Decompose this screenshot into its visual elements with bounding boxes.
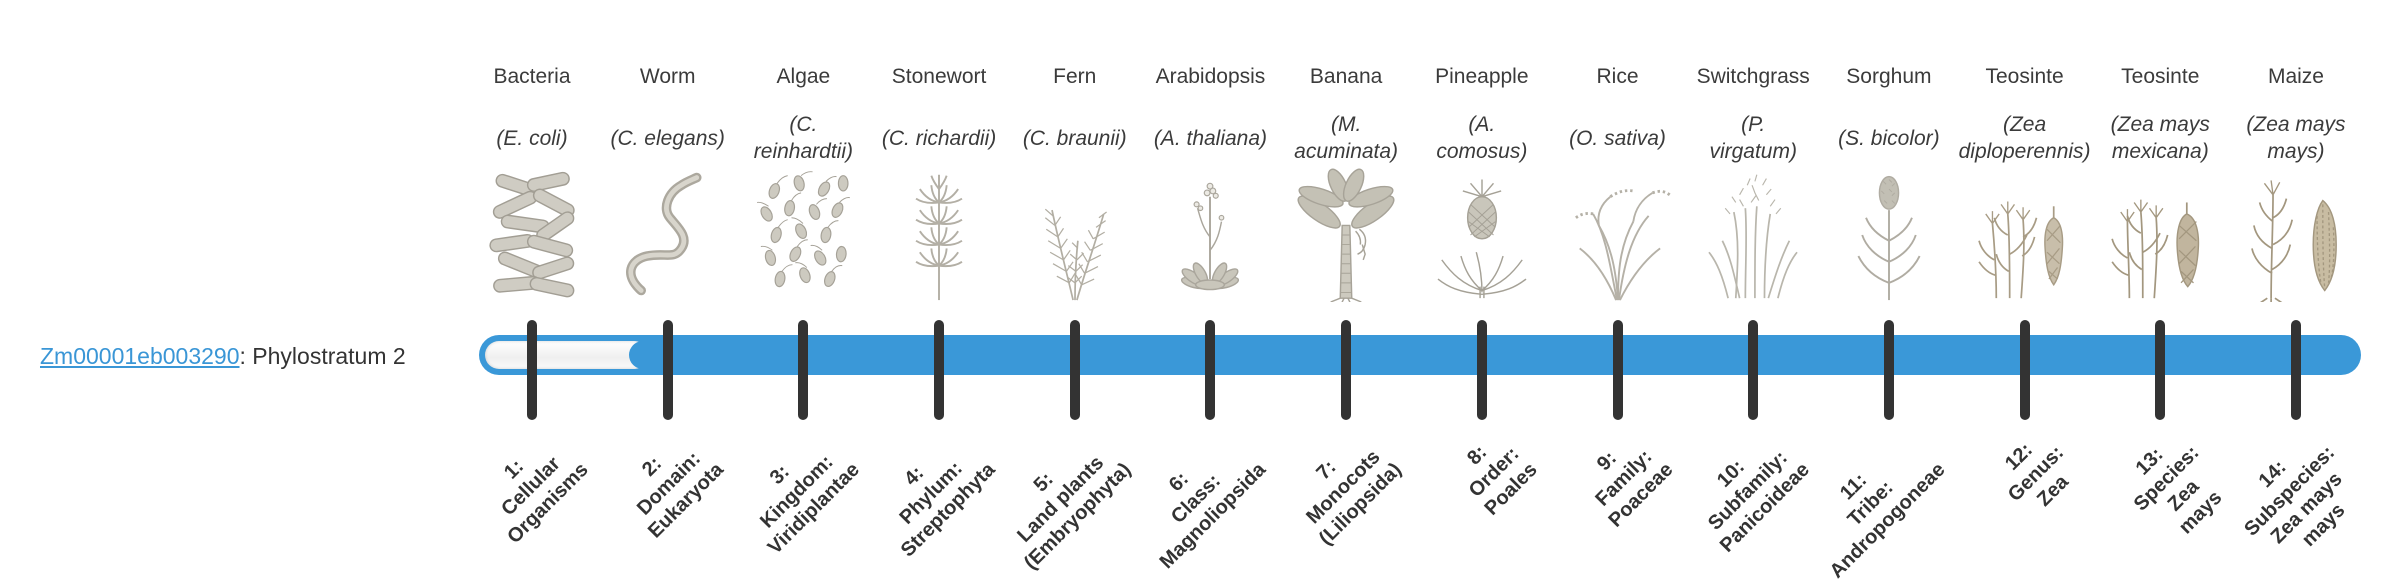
organism-species: (Zea mays mexicana) — [2110, 113, 2210, 163]
tick-mark — [1883, 320, 1894, 420]
organism-species: (S. bicolor) — [1838, 126, 1940, 150]
tick-mark — [662, 320, 673, 420]
stratum-tick-label: 2: Domain: Eukaryota — [632, 447, 728, 543]
stratum-tick-label: 6: Class: Magnoliopsida — [1156, 458, 1271, 574]
stratum-tick-label: 12: Genus: Zea — [2000, 438, 2073, 511]
tick-mark — [2019, 320, 2030, 420]
tick-mark — [2155, 320, 2166, 420]
organism-column: Bacteria (E. coli) — [447, 64, 617, 170]
bacteria-icon — [467, 168, 597, 302]
tick-mark — [1069, 320, 1080, 420]
organism-species: (A. thaliana) — [1153, 126, 1268, 150]
organism-species: (A. comosus) — [1436, 113, 1528, 163]
fern-icon — [1010, 168, 1140, 302]
stratum-tick-label: 7: Monocots (Liliopsida) — [1302, 446, 1407, 550]
tick-mark — [527, 320, 537, 420]
tick-mark — [1205, 320, 1216, 420]
stratum-tick-label: 4: Phylum: Streptophyta — [895, 457, 1000, 562]
gene-phylostratum-text: : Phylostratum 2 — [239, 343, 406, 369]
stratum-tick-label: 13: Species: Zea mays — [2129, 441, 2227, 539]
tick-mark — [1476, 320, 1487, 420]
algae-icon — [738, 168, 868, 302]
organism-name: Fern — [1053, 65, 1097, 88]
organism-column: Worm (C. elegans) — [583, 64, 753, 170]
organism-column: Rice (O. sativa) — [1533, 64, 1703, 170]
organism-species: (C. reinhardtii) — [753, 113, 853, 163]
organism-name: Algae — [776, 65, 831, 88]
organism-species: (C. elegans) — [610, 126, 725, 150]
stratum-tick-label: 14: Subspecies: Zea mays mays — [2240, 441, 2350, 551]
organism-name: Arabidopsis — [1155, 65, 1266, 88]
tick-mark — [1612, 320, 1623, 420]
organism-name: Banana — [1309, 65, 1383, 88]
tick-mark — [2290, 320, 2301, 420]
organism-species: (C. braunii) — [1022, 126, 1127, 150]
organism-name: Worm — [639, 65, 696, 88]
organism-name: Sorghum — [1846, 65, 1932, 88]
tick-mark — [1341, 320, 1352, 420]
organism-name: Maize — [2267, 65, 2324, 88]
organism-column: Teosinte (Zea mays mexicana) — [2075, 64, 2245, 170]
organism-species: (E. coli) — [496, 126, 568, 150]
worm-icon — [603, 168, 733, 302]
organism-name: Pineapple — [1435, 65, 1529, 88]
organism-species: (C. richardii) — [881, 126, 997, 150]
organism-column: Maize (Zea mays mays) — [2211, 64, 2381, 170]
pineapple-icon — [1417, 168, 1547, 302]
organism-column: Teosinte (Zea diploperennis) — [1940, 64, 2110, 170]
organism-name: Bacteria — [493, 65, 571, 88]
sorghum-icon — [1824, 168, 1954, 302]
organism-column: Arabidopsis (A. thaliana) — [1125, 64, 1295, 170]
maize-icon — [2231, 168, 2361, 302]
bar-unfilled-segment — [485, 341, 648, 369]
organism-species: (O. sativa) — [1569, 126, 1666, 150]
organism-column: Sorghum (S. bicolor) — [1804, 64, 1974, 170]
stonewort-icon — [874, 168, 1004, 302]
switchgrass-icon — [1688, 168, 1818, 302]
organism-name: Switchgrass — [1696, 65, 1810, 88]
organism-name: Stonewort — [891, 65, 987, 88]
gene-row: Zm00001eb003290: Phylostratum 2 — [40, 341, 406, 371]
arabidopsis-icon — [1145, 168, 1275, 302]
tick-mark — [798, 320, 809, 420]
organism-column: Algae (C. reinhardtii) — [718, 64, 888, 170]
stratum-tick-label: 9: Family: Poaceae — [1591, 445, 1678, 532]
organism-species: (Zea mays mays) — [2246, 113, 2346, 163]
organism-column: Stonewort (C. richardii) — [854, 64, 1024, 170]
teosinte-mexicana-icon — [2095, 168, 2225, 302]
organism-column: Switchgrass (P. virgatum) — [1668, 64, 1838, 170]
tick-mark — [1748, 320, 1759, 420]
organism-name: Rice — [1596, 65, 1639, 88]
rice-icon — [1553, 168, 1683, 302]
organism-species: (P. virgatum) — [1709, 113, 1797, 163]
organism-column: Banana (M. acuminata) — [1261, 64, 1431, 170]
phylostrata-timeline-bar — [479, 335, 2361, 375]
banana-icon — [1281, 168, 1411, 302]
gene-id-link[interactable]: Zm00001eb003290 — [40, 343, 240, 369]
organism-species: (M. acuminata) — [1294, 113, 1399, 163]
teosinte-icon — [1960, 168, 2090, 302]
stratum-tick-label: 11: Tribe: Andropogoneae — [1825, 458, 1950, 580]
organism-name: Teosinte — [1985, 65, 2064, 88]
organism-name: Teosinte — [2121, 65, 2200, 88]
organism-column: Pineapple (A. comosus) — [1397, 64, 1567, 170]
stratum-tick-label: 5: Land plants (Embryophyta) — [1012, 451, 1135, 574]
stratum-tick-label: 3: Kingdom: Viridiplantae — [755, 451, 864, 559]
bar-fill-start-cap — [629, 341, 691, 369]
stratum-tick-label: 1: Cellular Organisms — [496, 452, 593, 549]
organism-column: Fern (C. braunii) — [990, 64, 1160, 170]
stratum-tick-label: 8: Order: Poales — [1463, 441, 1543, 520]
tick-mark — [934, 320, 945, 420]
organism-species: (Zea diploperennis) — [1958, 113, 2091, 163]
stratum-tick-label: 10: Subfamily: Panicoideae — [1703, 446, 1814, 557]
